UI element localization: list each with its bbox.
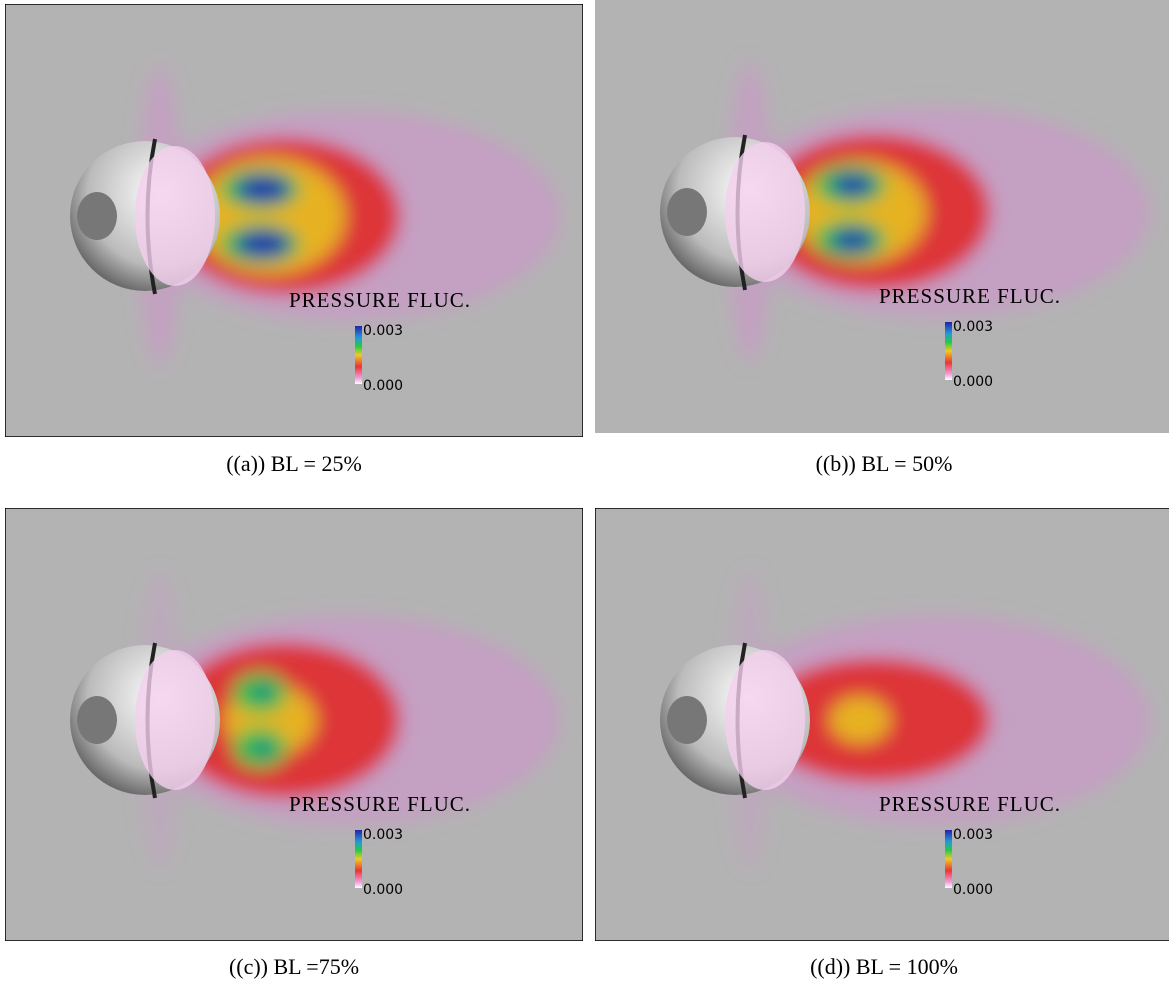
flow-image: PRESSURE FLUC. 0.003 0.000 (5, 4, 583, 437)
caption: ((d)) BL = 100% (810, 954, 958, 979)
colorbar-max: 0.003 (953, 319, 993, 335)
legend-title: PRESSURE FLUC. (289, 792, 471, 816)
colorbar-max: 0.003 (363, 827, 403, 843)
flow-image: PRESSURE FLUC. 0.003 0.000 (595, 0, 1169, 433)
colorbar-min: 0.000 (363, 882, 403, 898)
legend-title: PRESSURE FLUC. (879, 284, 1061, 308)
colorbar (355, 830, 362, 888)
flow-image: PRESSURE FLUC. 0.003 0.000 (595, 508, 1169, 941)
wake-blue (253, 688, 273, 698)
legend-title: PRESSURE FLUC. (289, 288, 471, 312)
colorbar-min: 0.000 (953, 374, 993, 390)
wake-blue (235, 230, 291, 258)
wake (130, 66, 560, 366)
wake-blue (830, 228, 876, 252)
colorbar-max: 0.003 (953, 827, 993, 843)
wake-blue (830, 173, 876, 197)
caption: ((b)) BL = 50% (815, 451, 953, 476)
panel: PRESSURE FLUC. 0.003 0.000 (5, 4, 583, 437)
colorbar-min: 0.000 (953, 882, 993, 898)
wake-blue (235, 175, 291, 203)
wake (720, 62, 1150, 362)
panel: PRESSURE FLUC. 0.003 0.000 (5, 508, 583, 941)
wake-yellow (830, 696, 890, 744)
wake (720, 570, 1150, 870)
bubble (725, 650, 805, 790)
wake-blue (253, 743, 273, 753)
caption: ((a)) BL = 25% (226, 451, 362, 476)
bubble (135, 650, 215, 790)
colorbar-max: 0.003 (363, 323, 403, 339)
colorbar (355, 326, 362, 384)
sphere-cap (667, 696, 707, 744)
caption: ((c)) BL =75% (228, 954, 360, 979)
wake (130, 570, 560, 870)
flow-image: PRESSURE FLUC. 0.003 0.000 (5, 508, 583, 941)
colorbar-min: 0.000 (363, 378, 403, 394)
colorbar (945, 322, 952, 380)
legend-title: PRESSURE FLUC. (879, 792, 1061, 816)
sphere-cap (77, 696, 117, 744)
sphere-cap (77, 192, 117, 240)
bubble (135, 146, 215, 286)
panel: PRESSURE FLUC. 0.003 0.000 (595, 0, 1169, 433)
bubble (725, 142, 805, 282)
sphere-cap (667, 188, 707, 236)
colorbar (945, 830, 952, 888)
panel: PRESSURE FLUC. 0.003 0.000 (595, 508, 1169, 941)
